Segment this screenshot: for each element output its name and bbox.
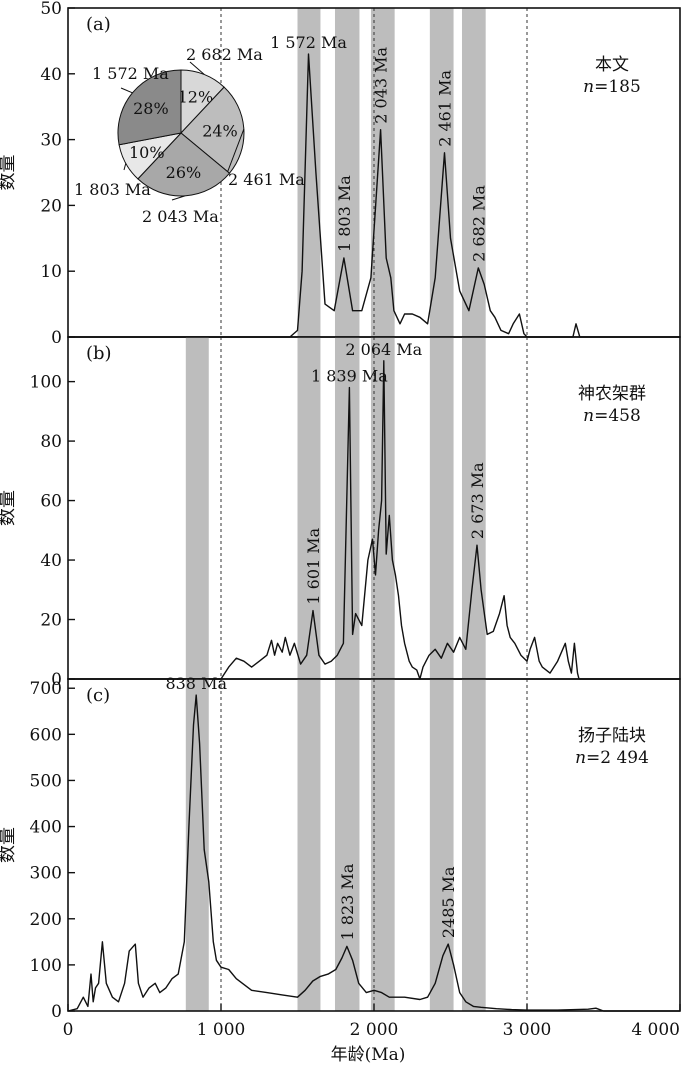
legend-count-value: =2 494 — [586, 748, 649, 768]
panel-label: (c) — [86, 685, 110, 706]
age-band — [461, 679, 486, 1011]
pie-chart: 12% 2 682 Ma 24% 2 461 Ma 26% 2 043 Ma 10% 1 80… — [74, 45, 305, 226]
y-tick-label: 20 — [40, 196, 62, 216]
age-band — [429, 8, 454, 337]
x-tick-label: 2 000 — [350, 1020, 399, 1040]
panel-label: (b) — [86, 343, 112, 364]
y-tick-label: 200 — [30, 910, 62, 930]
peak-label: 838 Ma — [165, 674, 227, 693]
series-line — [67, 694, 680, 1012]
legend-count: n=185 — [583, 77, 641, 97]
panel-0: 0 10 20 30 40 50 数量 (a) 1 572 Ma 1 803 Ma 2 043 Ma… — [0, 0, 681, 348]
y-tick-label: 0 — [51, 670, 62, 690]
y-tick-label: 40 — [40, 65, 62, 85]
legend-count-value: =185 — [594, 77, 641, 97]
panel-2: 0 100 200 300 400 500 600 700 数量 (c) 838 Ma 1 823 M… — [0, 674, 681, 1022]
age-band — [429, 679, 454, 1011]
pie-percent-label: 12% — [178, 88, 214, 107]
age-band — [185, 337, 209, 679]
peak-label: 1 823 Ma — [338, 863, 357, 940]
y-tick-label: 300 — [30, 864, 62, 884]
x-tick-label: 0 — [63, 1020, 74, 1040]
legend-name: 扬子陆块 — [578, 726, 646, 746]
peak-label: 1 572 Ma — [270, 33, 347, 52]
pie-age-label: 2 043 Ma — [142, 207, 219, 226]
pie-leader-line — [189, 61, 205, 75]
peak-label: 2 461 Ma — [436, 69, 455, 146]
peak-label: 2 064 Ma — [345, 340, 422, 359]
x-tick-label: 4 000 — [631, 1020, 680, 1040]
legend-count-symbol: n — [583, 406, 594, 426]
age-band — [370, 337, 395, 679]
peak-label: 1 601 Ma — [304, 527, 323, 604]
pie-age-label: 1 803 Ma — [74, 180, 151, 199]
y-axis-label: 数量 — [0, 155, 18, 191]
legend-count: n=458 — [583, 406, 641, 426]
peak-label: 2 673 Ma — [468, 462, 487, 539]
y-tick-label: 10 — [40, 262, 62, 282]
pie-leader-line — [171, 195, 186, 201]
legend-count: n=2 494 — [575, 748, 649, 768]
y-tick-label: 50 — [40, 0, 62, 19]
y-tick-label: 30 — [40, 131, 62, 151]
peak-label: 2485 Ma — [439, 866, 458, 938]
age-band — [370, 679, 395, 1011]
y-tick-label: 700 — [30, 679, 62, 699]
y-tick-label: 60 — [40, 492, 62, 512]
pie-slice — [117, 69, 182, 146]
age-band — [461, 337, 486, 679]
peak-label: 2 682 Ma — [469, 185, 488, 262]
pie-leader-line — [123, 163, 127, 171]
y-axis-label: 数量 — [0, 827, 18, 863]
pie-percent-label: 10% — [129, 143, 165, 162]
panel-1: 0 20 40 60 80 100 数量 (b) 1 601 Ma 1 839 Ma 2 064 M… — [0, 336, 681, 690]
peak-label: 2 043 Ma — [372, 46, 391, 123]
pie-age-label: 2 682 Ma — [186, 45, 263, 64]
y-tick-label: 80 — [40, 432, 62, 452]
pie-percent-label: 28% — [133, 99, 169, 118]
pie-leader-line — [225, 128, 245, 177]
y-tick-label: 600 — [30, 725, 62, 745]
series-line — [68, 360, 680, 680]
age-band — [429, 337, 454, 679]
y-tick-label: 500 — [30, 771, 62, 791]
x-tick-label: 1 000 — [197, 1020, 246, 1040]
age-band — [297, 679, 321, 1011]
y-tick-label: 400 — [30, 818, 62, 838]
legend-count-symbol: n — [575, 748, 586, 768]
x-tick-label: 3 000 — [503, 1020, 552, 1040]
series-line — [68, 53, 680, 338]
y-tick-label: 100 — [30, 956, 62, 976]
x-axis: 0 1 000 2 000 3 000 4 000 — [63, 1004, 681, 1040]
y-tick-label: 100 — [30, 373, 62, 393]
pie-age-label: 1 572 Ma — [92, 64, 169, 83]
y-tick-label: 40 — [40, 551, 62, 571]
legend-count-value: =458 — [594, 406, 641, 426]
pie-percent-label: 24% — [202, 122, 238, 141]
legend-name: 神农架群 — [578, 384, 646, 404]
y-tick-label: 0 — [51, 328, 62, 348]
panel-label: (a) — [86, 14, 111, 35]
panels: 0 10 20 30 40 50 数量 (a) 1 572 Ma 1 803 Ma 2 043 Ma… — [0, 0, 681, 1022]
peak-label: 1 839 Ma — [311, 367, 388, 386]
peak-label: 1 803 Ma — [335, 175, 354, 252]
age-band — [461, 8, 486, 337]
y-tick-label: 0 — [51, 1002, 62, 1022]
y-tick-label: 20 — [40, 611, 62, 631]
x-axis-label: 年龄(Ma) — [331, 1045, 406, 1065]
age-band — [334, 679, 360, 1011]
age-band — [185, 679, 209, 1011]
legend-name: 本文 — [595, 55, 629, 75]
y-axis-label: 数量 — [0, 490, 18, 526]
pie-age-label: 2 461 Ma — [228, 170, 305, 189]
age-band — [297, 337, 321, 679]
pie-percent-label: 26% — [166, 163, 202, 182]
legend-count-symbol: n — [583, 77, 594, 97]
pie-leader-line — [120, 87, 133, 94]
